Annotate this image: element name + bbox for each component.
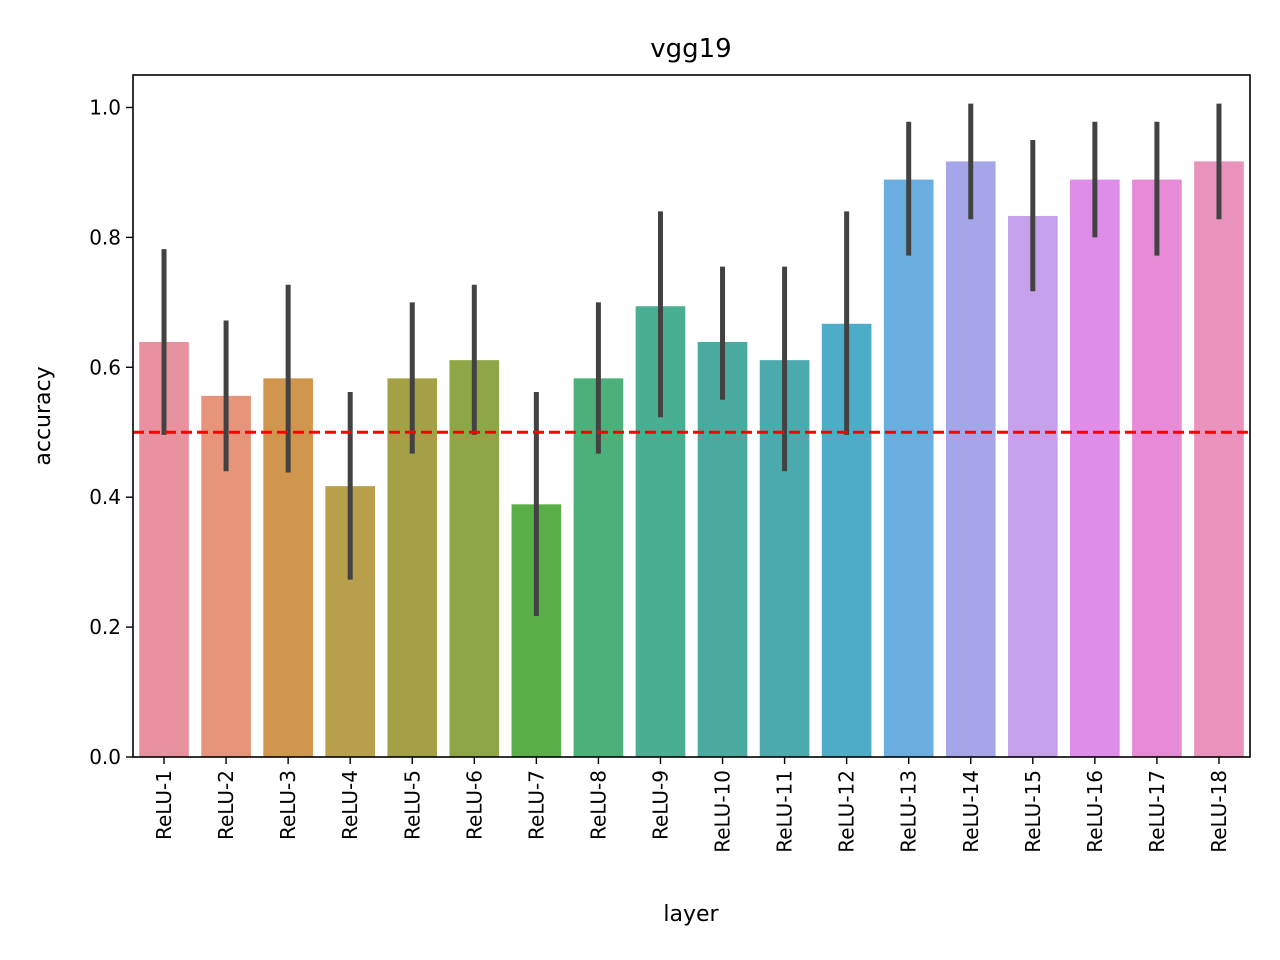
bar-relu-17: [1132, 179, 1182, 757]
chart-title: vgg19: [650, 34, 731, 64]
x-tick-label: ReLU-6: [462, 770, 486, 840]
x-tick-label: ReLU-15: [1021, 770, 1045, 853]
x-axis-ticks: ReLU-1 ReLU-2 ReLU-3 ReLU-4 ReLU-5 ReLU-6 ReLU…: [152, 757, 1231, 853]
y-tick-label: 0.4: [89, 485, 121, 509]
bar-relu-16: [1070, 179, 1120, 757]
x-tick-label: ReLU-14: [959, 770, 983, 853]
bar-relu-18: [1194, 161, 1244, 758]
x-tick-label: ReLU-5: [400, 770, 424, 840]
y-tick-label: 1.0: [89, 95, 121, 119]
x-tick-label: ReLU-8: [586, 770, 610, 840]
x-tick-label: ReLU-3: [276, 770, 300, 840]
x-tick-label: ReLU-7: [524, 770, 548, 840]
x-tick-label: ReLU-2: [214, 770, 238, 840]
y-tick-label: 0.6: [89, 355, 121, 379]
bar-relu-15: [1007, 215, 1058, 758]
bar-relu-13: [883, 179, 934, 757]
plot-frame: [132, 74, 1251, 758]
x-tick-label: ReLU-1: [152, 770, 176, 840]
x-axis-label: layer: [663, 902, 719, 927]
x-tick-label: ReLU-17: [1145, 770, 1169, 853]
x-tick-label: ReLU-11: [773, 770, 797, 853]
x-tick-label: ReLU-12: [835, 770, 859, 853]
x-tick-label: ReLU-4: [338, 770, 362, 840]
y-tick-label: 0.0: [89, 745, 121, 769]
bar-relu-14: [945, 161, 996, 758]
x-tick-label: ReLU-13: [897, 770, 921, 853]
y-tick-label: 0.2: [89, 615, 121, 639]
bar-relu-10: [697, 341, 748, 757]
y-axis-label: accuracy: [31, 366, 56, 465]
x-tick-label: ReLU-9: [648, 770, 672, 840]
error-bars-group: [161, 103, 1222, 617]
x-tick-label: ReLU-18: [1207, 770, 1231, 853]
y-tick-label: 0.8: [89, 225, 121, 249]
bars-group: [139, 161, 1244, 758]
y-axis-ticks: 0.0 0.2 0.4 0.6 0.8 1.0: [89, 95, 133, 769]
x-tick-label: ReLU-16: [1083, 770, 1107, 853]
x-tick-label: ReLU-10: [711, 770, 735, 853]
